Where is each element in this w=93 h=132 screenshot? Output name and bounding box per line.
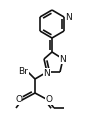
Text: O: O [45,95,53,105]
Text: Br: Br [18,67,28,77]
Text: N: N [44,69,50,77]
Text: N: N [60,55,66,63]
Text: O: O [15,95,22,105]
Text: N: N [65,13,72,22]
